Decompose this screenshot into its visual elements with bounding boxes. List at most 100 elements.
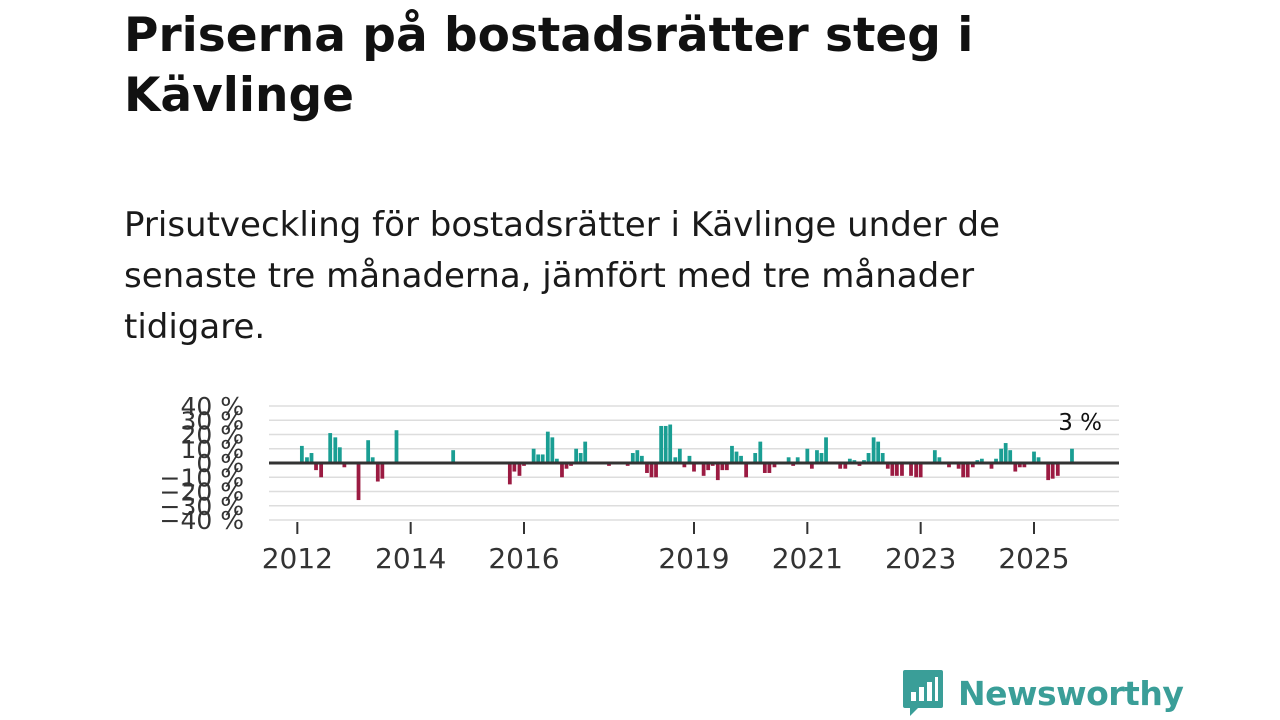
bar [1022, 463, 1027, 468]
bar [578, 453, 583, 463]
latest-value-label: 3 % [1058, 410, 1102, 436]
bar [531, 448, 536, 463]
x-tick-label: 2021 [772, 542, 843, 575]
bar [724, 463, 729, 471]
bar [630, 453, 635, 463]
bar [937, 457, 942, 463]
bar [366, 440, 371, 463]
newsworthy-logo: Newsworthy [902, 668, 1184, 718]
bar [1008, 450, 1013, 463]
bar [970, 463, 975, 468]
bar [838, 463, 843, 469]
x-tick-label: 2012 [262, 542, 333, 575]
newsworthy-logo-icon [903, 670, 943, 716]
bar [885, 463, 890, 469]
bar [715, 463, 720, 481]
bar [554, 458, 559, 463]
bar [507, 463, 512, 485]
x-tick-label: 2023 [885, 542, 956, 575]
bar [1017, 463, 1022, 468]
bar [545, 431, 550, 463]
y-tick-label: 20 % [180, 421, 244, 450]
bar [639, 455, 644, 463]
bar [333, 437, 338, 463]
bar [894, 463, 899, 476]
bar [758, 441, 763, 463]
y-tick-label: −10 % [160, 463, 244, 492]
bar [337, 447, 342, 463]
bar [880, 453, 885, 463]
x-tick-label: 2016 [488, 542, 559, 575]
y-tick-label: 10 % [180, 435, 244, 464]
bar [564, 463, 569, 469]
bar [753, 453, 758, 463]
bar [914, 463, 919, 478]
bar [677, 448, 682, 463]
bar [999, 448, 1004, 463]
bar [574, 448, 579, 463]
bar [909, 463, 913, 476]
bar [380, 463, 385, 479]
bar [786, 457, 791, 463]
bar [1032, 451, 1036, 463]
bar [734, 451, 739, 463]
bar [866, 453, 871, 463]
bar [668, 424, 673, 463]
bar [1055, 463, 1060, 476]
bar [762, 463, 767, 473]
bar [979, 458, 984, 463]
bar [319, 463, 324, 478]
bar [900, 463, 904, 476]
bar [1046, 463, 1051, 481]
bar [795, 457, 800, 463]
bar [847, 458, 852, 463]
bar [1013, 463, 1018, 472]
chart-labels: 40 %30 %20 %10 %0 %−10 %−20 %−30 %−40 % 2… [160, 392, 1102, 575]
bar [918, 463, 923, 478]
bar [819, 453, 824, 463]
bar [370, 457, 375, 463]
bar [1070, 448, 1074, 463]
y-tick-label: −40 % [160, 506, 244, 535]
chart-axes [269, 461, 1119, 534]
bar [824, 437, 828, 463]
bar [673, 457, 678, 463]
bar [772, 463, 777, 468]
bar [965, 463, 970, 478]
x-tick-label: 2019 [658, 542, 729, 575]
bar [550, 437, 555, 463]
bar [1003, 443, 1008, 463]
bar [956, 463, 961, 469]
y-tick-label: −20 % [160, 478, 244, 507]
bar [687, 455, 692, 463]
bar [536, 454, 541, 463]
page-title: Priserna på bostadsrätter steg i Kävling… [124, 8, 974, 123]
x-tick-label: 2025 [998, 542, 1069, 575]
y-tick-label: 40 % [180, 392, 244, 421]
bar [512, 463, 517, 472]
bar [739, 455, 743, 463]
bar [871, 437, 876, 463]
bar [309, 453, 314, 463]
bar [1036, 457, 1041, 463]
page-subtitle: Prisutveckling för bostadsrätter i Kävli… [124, 205, 1001, 347]
chart-bars [299, 424, 1074, 501]
bar [701, 463, 706, 476]
bar [299, 445, 304, 463]
bar [692, 463, 696, 472]
bar [663, 425, 668, 463]
chart-grid [269, 405, 1119, 521]
bar [342, 463, 347, 468]
brand-name: Newsworthy [958, 673, 1184, 713]
bar [744, 463, 749, 478]
bar [635, 450, 640, 463]
y-tick-label: 0 % [196, 449, 244, 478]
bar [706, 463, 711, 471]
bar [314, 463, 318, 471]
y-tick-label: 30 % [180, 406, 244, 435]
bar [394, 430, 399, 463]
bar [654, 463, 658, 478]
bar [815, 450, 819, 463]
bar [932, 450, 937, 463]
bar [809, 463, 814, 469]
